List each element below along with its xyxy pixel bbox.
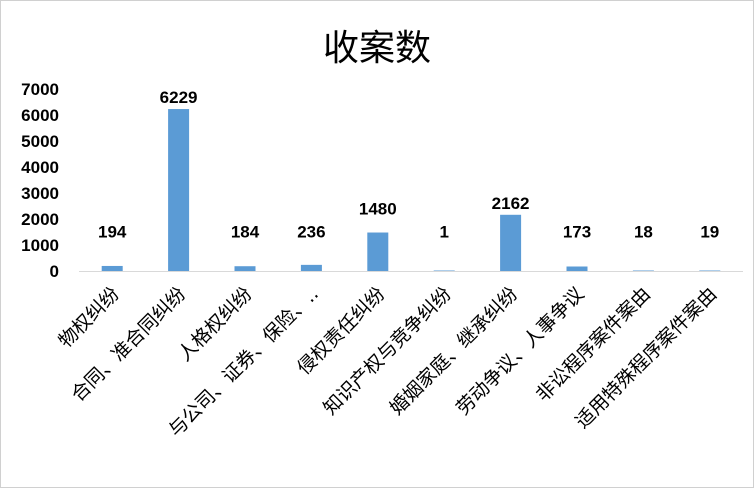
data-label: 236: [297, 222, 325, 241]
y-tick-label: 6000: [21, 106, 59, 125]
category-label: 非讼程序案件案由: [532, 283, 655, 406]
data-label: 194: [98, 222, 127, 241]
bar: [234, 266, 256, 271]
y-tick-label: 2000: [21, 210, 59, 229]
bar: [632, 270, 654, 271]
bar: [500, 214, 522, 271]
data-label: 173: [563, 222, 591, 241]
data-label: 19: [700, 222, 719, 241]
bar: [699, 270, 721, 271]
y-tick-label: 3000: [21, 184, 59, 203]
bar: [566, 266, 588, 271]
chart-title: 收案数: [322, 28, 431, 69]
bar: [367, 232, 389, 271]
y-tick-label: 4000: [21, 158, 59, 177]
category-label: 物权纠纷: [54, 283, 123, 352]
data-label: 2162: [492, 194, 530, 213]
bar: [168, 109, 190, 272]
category-label: 婚姻家庭、继承纠纷: [386, 283, 522, 419]
y-tick-label: 1000: [21, 236, 59, 255]
bar: [101, 265, 123, 271]
y-tick-label: 5000: [21, 132, 59, 151]
data-label: 18: [634, 222, 653, 241]
data-label: 184: [231, 222, 260, 241]
y-tick-label: 0: [50, 262, 59, 281]
y-tick-label: 7000: [21, 80, 59, 99]
data-label: 6229: [160, 88, 198, 107]
data-label: 1480: [359, 200, 397, 219]
category-label: 合同、准合同纠纷: [67, 283, 190, 406]
category-label: 劳动争议、人事争议: [452, 283, 588, 419]
bar: [433, 270, 455, 271]
bar: [300, 264, 322, 271]
category-label: 知识产权与竞争纠纷: [319, 283, 455, 419]
data-label: 1: [439, 222, 448, 241]
